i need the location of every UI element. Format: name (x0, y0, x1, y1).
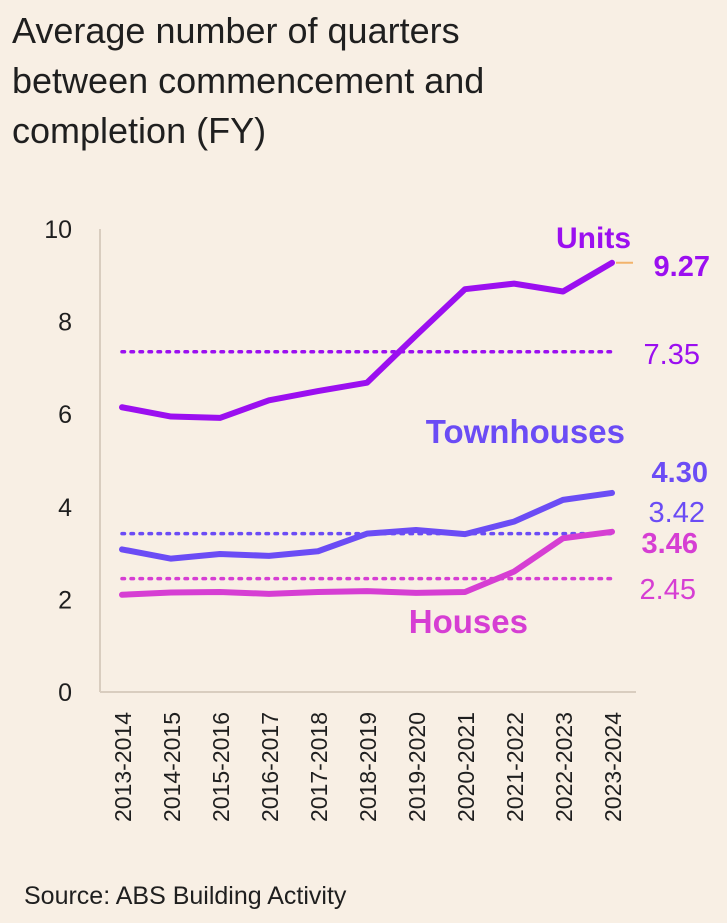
x-tick-label: 2018-2019 (355, 712, 381, 822)
y-tick-label: 0 (58, 679, 72, 707)
units-last-value-label: 9.27 (654, 251, 710, 283)
chart-title: Average number of quarters between comme… (12, 6, 712, 156)
x-tick-label: 2022-2023 (551, 712, 577, 822)
houses-last-value-label: 3.46 (642, 528, 698, 560)
townhouses-series-label: Townhouses (426, 413, 625, 450)
houses-average-label: 2.45 (640, 574, 696, 606)
y-tick-label: 10 (44, 216, 72, 244)
y-tick-label: 8 (58, 309, 72, 337)
x-tick-label: 2013-2014 (110, 712, 136, 822)
houses-series-line (119, 528, 615, 598)
townhouses-average-label: 3.42 (649, 497, 705, 529)
x-tick-label: 2020-2021 (453, 712, 479, 822)
x-tick-label: 2019-2020 (404, 712, 430, 822)
units-series-label: Units (556, 222, 631, 255)
chart-title-line-3: completion (FY) (12, 110, 267, 151)
x-tick-label: 2023-2024 (600, 712, 626, 822)
chart-title-line-2: between commencement and (12, 60, 485, 101)
townhouses-series-line (119, 489, 615, 562)
x-tick-label: 2016-2017 (257, 712, 283, 822)
x-tick-label: 2014-2015 (159, 712, 185, 822)
units-average-label: 7.35 (644, 339, 700, 371)
x-tick-label: 2021-2022 (502, 712, 528, 822)
chart-title-line-1: Average number of quarters (12, 10, 460, 51)
source-note: Source: ABS Building Activity (24, 882, 347, 910)
houses-series-label: Houses (409, 603, 528, 640)
x-tick-label: 2017-2018 (306, 712, 332, 822)
y-tick-label: 4 (58, 494, 72, 522)
townhouses-last-value-label: 4.30 (652, 457, 708, 489)
y-tick-label: 6 (58, 401, 72, 429)
y-tick-label: 2 (58, 586, 72, 614)
units-series-line (119, 259, 615, 421)
x-tick-label: 2015-2016 (208, 712, 234, 822)
